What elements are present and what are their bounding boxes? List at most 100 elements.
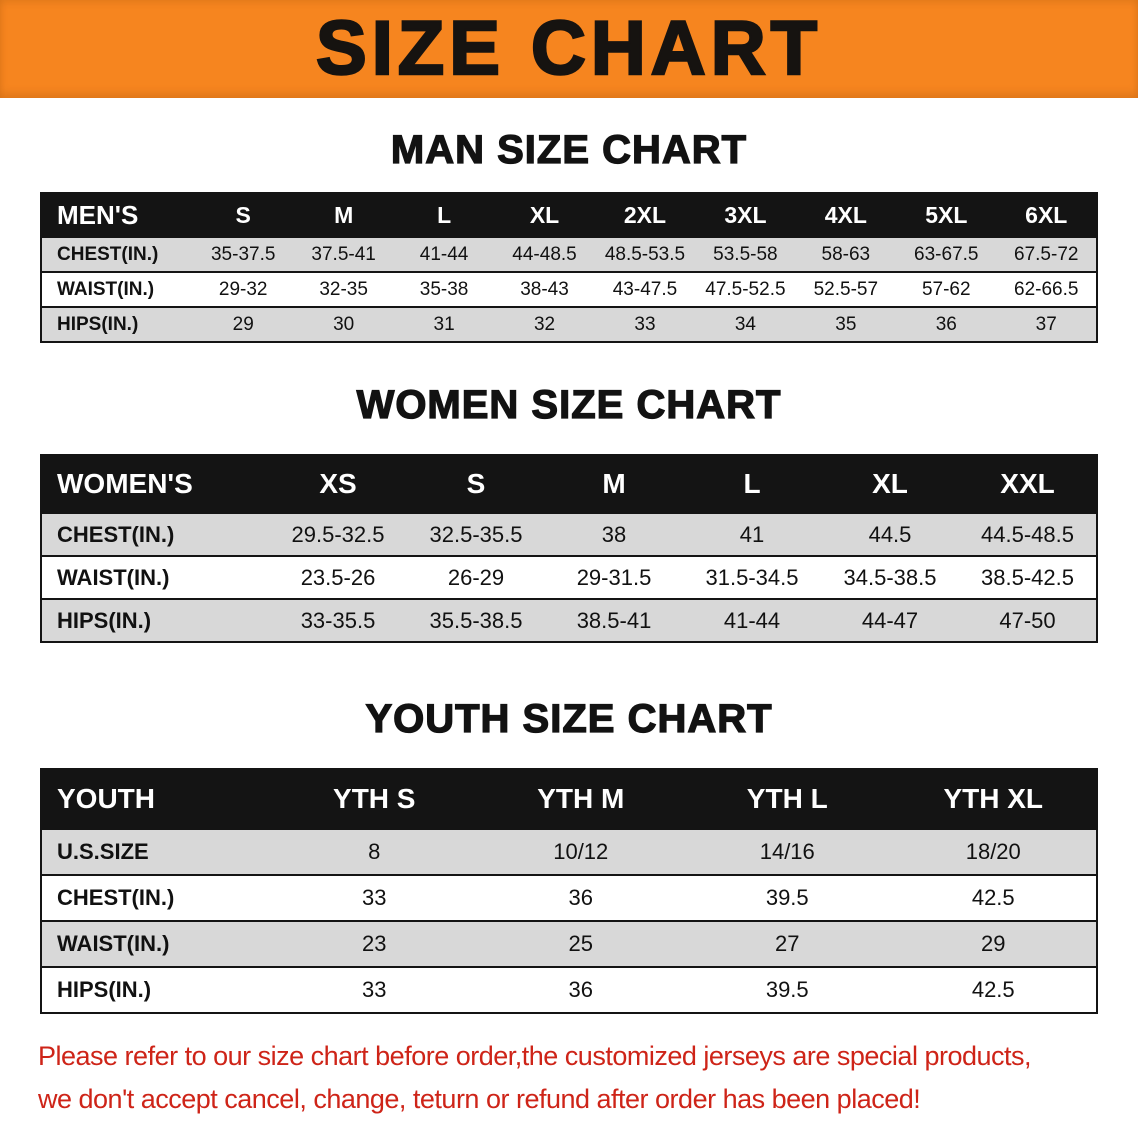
size-value-cell: 38.5-41 (545, 598, 683, 642)
table-title-cell: YOUTH (41, 768, 271, 829)
table-header-row: YOUTH YTH S YTH M YTH L YTH XL (41, 768, 1097, 829)
table-header-row: MEN'S S M L XL 2XL 3XL 4XL 5XL 6XL (41, 192, 1097, 237)
size-value-cell: 29 (193, 306, 294, 342)
size-value-cell: 62-66.5 (996, 271, 1097, 307)
size-value-cell: 47.5-52.5 (695, 271, 796, 307)
size-value-cell: 34.5-38.5 (821, 555, 959, 599)
size-value-cell: 44.5 (821, 512, 959, 556)
size-value-cell: 41 (683, 512, 821, 556)
table-row: CHEST(IN.) 29.5-32.5 32.5-35.5 38 41 44.5 44.5… (41, 512, 1097, 556)
table-row: HIPS(IN.) 33-35.5 35.5-38.5 38.5-41 41-44 44-… (41, 598, 1097, 642)
size-header-cell: XL (821, 454, 959, 513)
youth-size-table: YOUTH YTH S YTH M YTH L YTH XL U.S.SIZE 8 10/12… (40, 768, 1098, 1014)
size-value-cell: 39.5 (684, 874, 891, 921)
size-value-cell: 57-62 (896, 271, 997, 307)
size-header-cell: YTH M (477, 768, 684, 829)
notice-line-1: Please refer to our size chart before or… (38, 1041, 1032, 1071)
size-header-cell: 4XL (795, 192, 897, 237)
size-value-cell: 35-37.5 (193, 236, 294, 272)
size-value-cell: 33-35.5 (269, 598, 407, 642)
women-size-table: WOMEN'S XS S M L XL XXL CHEST(IN.) 29.5-32.5 32.5… (40, 454, 1098, 643)
size-value-cell: 32.5-35.5 (407, 512, 545, 556)
man-size-table: MEN'S S M L XL 2XL 3XL 4XL 5XL 6XL CHEST(IN.) 35-37… (40, 192, 1098, 343)
table-row: WAIST(IN.) 29-32 32-35 35-38 38-43 43-47.5 47.… (41, 271, 1097, 307)
table-title-cell: WOMEN'S (41, 454, 269, 513)
size-value-cell: 23.5-26 (269, 555, 407, 599)
women-section-heading: WOMEN SIZE CHART (356, 382, 782, 427)
size-value-cell: 14/16 (684, 828, 891, 875)
size-header-cell: S (193, 192, 294, 237)
size-value-cell: 58-63 (795, 236, 897, 272)
size-value-cell: 35 (795, 306, 897, 342)
size-value-cell: 42.5 (890, 874, 1097, 921)
size-value-cell: 32 (494, 306, 595, 342)
table-row: CHEST(IN.) 33 36 39.5 42.5 (41, 874, 1097, 921)
size-value-cell: 32-35 (293, 271, 394, 307)
size-value-cell: 41-44 (393, 236, 495, 272)
measurement-label-cell: WAIST(IN.) (41, 271, 193, 307)
size-value-cell: 42.5 (890, 966, 1097, 1013)
size-value-cell: 31 (393, 306, 495, 342)
size-value-cell: 39.5 (684, 966, 891, 1013)
size-value-cell: 44.5-48.5 (959, 512, 1097, 556)
size-value-cell: 36 (477, 966, 684, 1013)
table-row: HIPS(IN.) 33 36 39.5 42.5 (41, 966, 1097, 1013)
man-section-heading: MAN SIZE CHART (390, 127, 748, 172)
size-header-cell: 6XL (996, 192, 1097, 237)
size-header-cell: YTH L (684, 768, 891, 829)
size-value-cell: 29 (890, 920, 1097, 967)
size-value-cell: 47-50 (959, 598, 1097, 642)
size-value-cell: 41-44 (683, 598, 821, 642)
size-value-cell: 30 (293, 306, 394, 342)
size-value-cell: 52.5-57 (795, 271, 897, 307)
table-header-row: WOMEN'S XS S M L XL XXL (41, 454, 1097, 513)
notice-line-2: we don't accept cancel, change, teturn o… (38, 1083, 921, 1114)
size-value-cell: 37 (996, 306, 1097, 342)
youth-size-section: YOUTH SIZE CHART YOUTH YTH S YTH M YTH L YTH… (0, 696, 1138, 1014)
order-notice: Please refer to our size chart before or… (38, 1040, 1138, 1117)
size-value-cell: 44-48.5 (494, 236, 595, 272)
measurement-label-cell: U.S.SIZE (41, 828, 271, 875)
size-value-cell: 35-38 (393, 271, 495, 307)
size-value-cell: 33 (594, 306, 696, 342)
size-value-cell: 8 (271, 828, 478, 875)
size-value-cell: 43-47.5 (594, 271, 696, 307)
size-value-cell: 38-43 (494, 271, 595, 307)
size-value-cell: 29-31.5 (545, 555, 683, 599)
size-header-cell: YTH XL (890, 768, 1097, 829)
size-value-cell: 31.5-34.5 (683, 555, 821, 599)
size-value-cell: 25 (477, 920, 684, 967)
measurement-label-cell: HIPS(IN.) (41, 306, 193, 342)
size-header-cell: XL (494, 192, 595, 237)
size-header-cell: XXL (959, 454, 1097, 513)
size-value-cell: 26-29 (407, 555, 545, 599)
table-row: WAIST(IN.) 23.5-26 26-29 29-31.5 31.5-34.5 34… (41, 555, 1097, 599)
size-value-cell: 36 (477, 874, 684, 921)
size-value-cell: 67.5-72 (996, 236, 1097, 272)
table-row: HIPS(IN.) 29 30 31 32 33 34 35 36 37 (41, 306, 1097, 342)
measurement-label-cell: HIPS(IN.) (41, 598, 269, 642)
size-header-cell: L (393, 192, 495, 237)
size-header-cell: 3XL (695, 192, 796, 237)
size-value-cell: 33 (271, 966, 478, 1013)
measurement-label-cell: WAIST(IN.) (41, 555, 269, 599)
size-value-cell: 18/20 (890, 828, 1097, 875)
page-title: SIZE CHART (315, 6, 822, 91)
man-size-section: MAN SIZE CHART MEN'S S M L XL 2XL 3XL 4XL 5XL 6XL… (0, 127, 1138, 343)
size-value-cell: 36 (896, 306, 997, 342)
measurement-label-cell: CHEST(IN.) (41, 874, 271, 921)
women-size-section: WOMEN SIZE CHART WOMEN'S XS S M L XL XXL CHEST(… (0, 382, 1138, 643)
size-header-cell: S (407, 454, 545, 513)
size-value-cell: 29-32 (193, 271, 294, 307)
size-value-cell: 33 (271, 874, 478, 921)
size-value-cell: 63-67.5 (896, 236, 997, 272)
size-value-cell: 27 (684, 920, 891, 967)
youth-section-heading: YOUTH SIZE CHART (365, 696, 773, 741)
size-value-cell: 35.5-38.5 (407, 598, 545, 642)
size-header-cell: 5XL (896, 192, 997, 237)
measurement-label-cell: HIPS(IN.) (41, 966, 271, 1013)
size-value-cell: 23 (271, 920, 478, 967)
size-header-cell: M (293, 192, 394, 237)
table-row: CHEST(IN.) 35-37.5 37.5-41 41-44 44-48.5 48.5… (41, 236, 1097, 272)
